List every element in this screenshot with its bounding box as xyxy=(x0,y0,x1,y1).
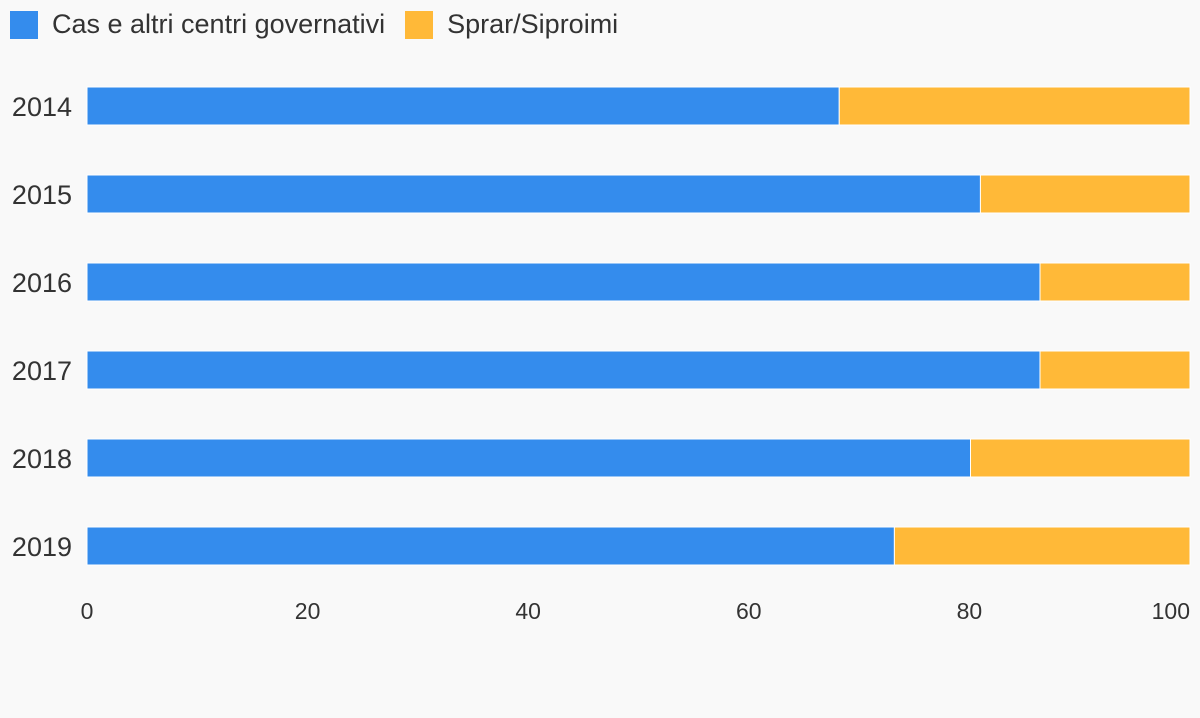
bar-2019-series-2 xyxy=(893,526,1191,566)
legend: Cas e altri centri governativi Sprar/Sip… xyxy=(10,9,638,40)
category-label-2014: 2014 xyxy=(12,92,72,122)
category-label-2019: 2019 xyxy=(12,532,72,562)
legend-item-sprar: Sprar/Siproimi xyxy=(405,9,618,40)
bar-2015-series-1 xyxy=(86,174,981,214)
legend-label-sprar: Sprar/Siproimi xyxy=(447,9,619,39)
x-tick-label-60: 60 xyxy=(736,598,762,624)
category-label-2015: 2015 xyxy=(12,180,72,210)
legend-swatch-cas xyxy=(10,10,38,39)
category-label-2018: 2018 xyxy=(12,444,72,474)
bar-2015-series-2 xyxy=(979,174,1191,214)
legend-item-cas: Cas e altri centri governativi xyxy=(10,9,385,40)
category-label-2017: 2017 xyxy=(12,356,72,386)
bar-2016-series-1 xyxy=(86,262,1041,302)
x-tick-label-20: 20 xyxy=(295,598,321,624)
bar-2018-series-1 xyxy=(86,438,972,478)
bar-2014-series-1 xyxy=(86,86,840,126)
bar-2019-series-1 xyxy=(86,526,895,566)
bar-2018-series-2 xyxy=(970,438,1191,478)
bar-2017-series-2 xyxy=(1039,350,1191,390)
bar-2014-series-2 xyxy=(838,86,1191,126)
legend-swatch-sprar xyxy=(405,10,434,39)
x-tick-label-80: 80 xyxy=(957,598,983,624)
category-label-2016: 2016 xyxy=(12,268,72,298)
x-tick-label-100: 100 xyxy=(1152,598,1190,624)
bar-2016-series-2 xyxy=(1039,262,1191,302)
x-tick-label-40: 40 xyxy=(515,598,541,624)
x-tick-label-0: 0 xyxy=(81,598,94,624)
bar-2017-series-1 xyxy=(86,350,1041,390)
legend-label-cas: Cas e altri centri governativi xyxy=(52,9,386,39)
